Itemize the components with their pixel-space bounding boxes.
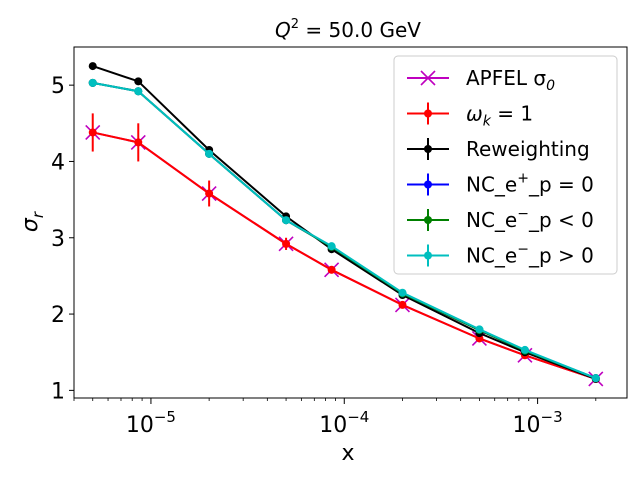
data-point <box>398 300 407 309</box>
data-point <box>398 288 407 297</box>
legend-label: APFEL σ0 <box>466 66 555 94</box>
data-point <box>327 265 336 274</box>
legend-label: NC_e−_p > 0 <box>466 242 594 268</box>
legend-marker <box>420 70 436 86</box>
y-axis-label: σr <box>18 211 47 232</box>
data-point <box>475 325 484 334</box>
data-point <box>520 345 529 354</box>
data-point <box>205 149 214 158</box>
legend-label: NC_e−_p < 0 <box>466 206 594 232</box>
y-tick-label: 4 <box>51 150 65 175</box>
data-point <box>88 62 97 71</box>
x-tick-label: 10−4 <box>319 408 369 438</box>
legend-item: Reweighting <box>407 137 590 161</box>
data-point <box>134 87 143 96</box>
legend-item: ωk = 1 <box>407 102 533 130</box>
y-tick-label: 1 <box>51 379 65 404</box>
legend-item: NC_e−_p < 0 <box>407 206 594 232</box>
legend: APFEL σ0 ωk = 1 Reweighting NC_e+_p = 0 NC_e… <box>393 55 618 275</box>
x-tick-label: 10−5 <box>126 408 176 438</box>
legend-marker <box>424 216 432 224</box>
y-tick-label: 5 <box>51 74 65 99</box>
legend-marker <box>424 145 432 153</box>
chart-title: Q2 = 50.0 GeV <box>275 17 421 42</box>
data-point <box>327 242 336 251</box>
data-point <box>134 77 143 86</box>
data-point <box>591 374 600 383</box>
data-point <box>205 189 214 198</box>
legend-item: NC_e−_p > 0 <box>407 242 594 268</box>
y-tick-label: 2 <box>51 303 65 328</box>
y-tick-label: 3 <box>51 227 65 252</box>
data-point <box>88 128 97 137</box>
legend-label: ωk = 1 <box>466 102 533 130</box>
data-point <box>88 78 97 87</box>
legend-label: NC_e+_p = 0 <box>466 171 594 197</box>
legend-marker <box>424 180 432 189</box>
data-point <box>282 239 291 248</box>
x-tick-label: 10−3 <box>513 408 563 438</box>
legend-marker <box>424 109 432 118</box>
series <box>88 78 600 383</box>
legend-label: Reweighting <box>466 137 590 161</box>
data-point <box>282 216 291 225</box>
plot-area: 1 2 3 4 5 10−5 10−4 10−3 <box>51 46 628 438</box>
x-axis-label: x <box>341 441 354 466</box>
legend-marker <box>424 251 432 260</box>
legend-item: APFEL σ0 <box>407 66 555 94</box>
data-point <box>134 138 143 147</box>
legend-item: NC_e+_p = 0 <box>407 171 594 197</box>
plot-frame <box>73 46 628 399</box>
legend-box <box>393 55 618 275</box>
